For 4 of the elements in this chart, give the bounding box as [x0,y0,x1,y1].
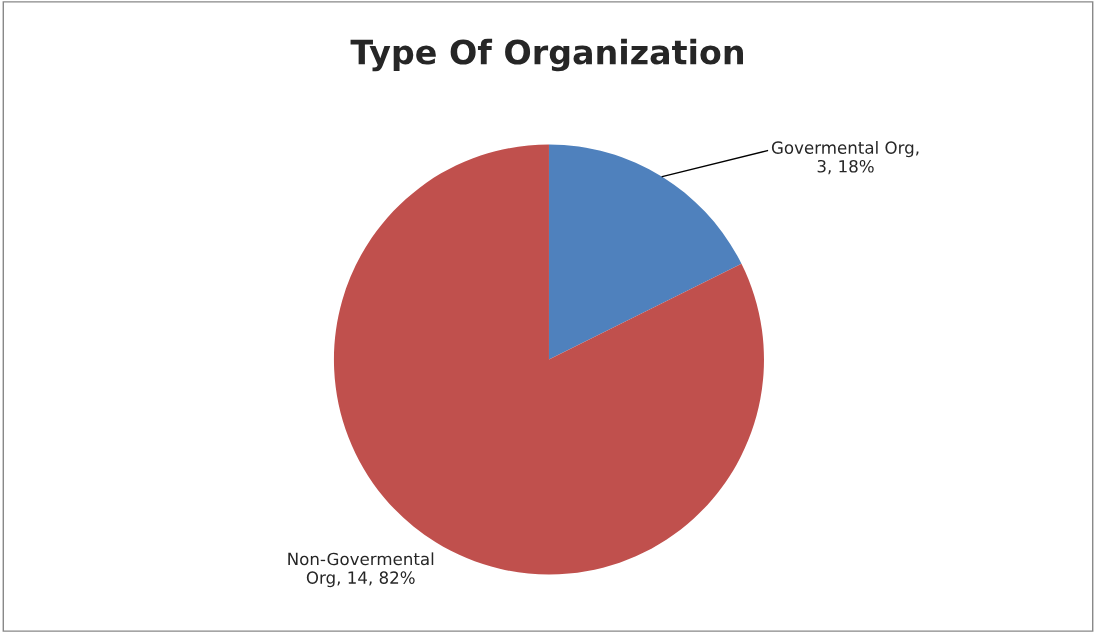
chart-title: Type Of Organization [350,38,743,72]
slice-label: Non-Govermental Org, 14, 82% [288,552,434,588]
slice-label: Govermental Org, 3, 18% [771,141,919,175]
pie-slice [548,144,742,360]
